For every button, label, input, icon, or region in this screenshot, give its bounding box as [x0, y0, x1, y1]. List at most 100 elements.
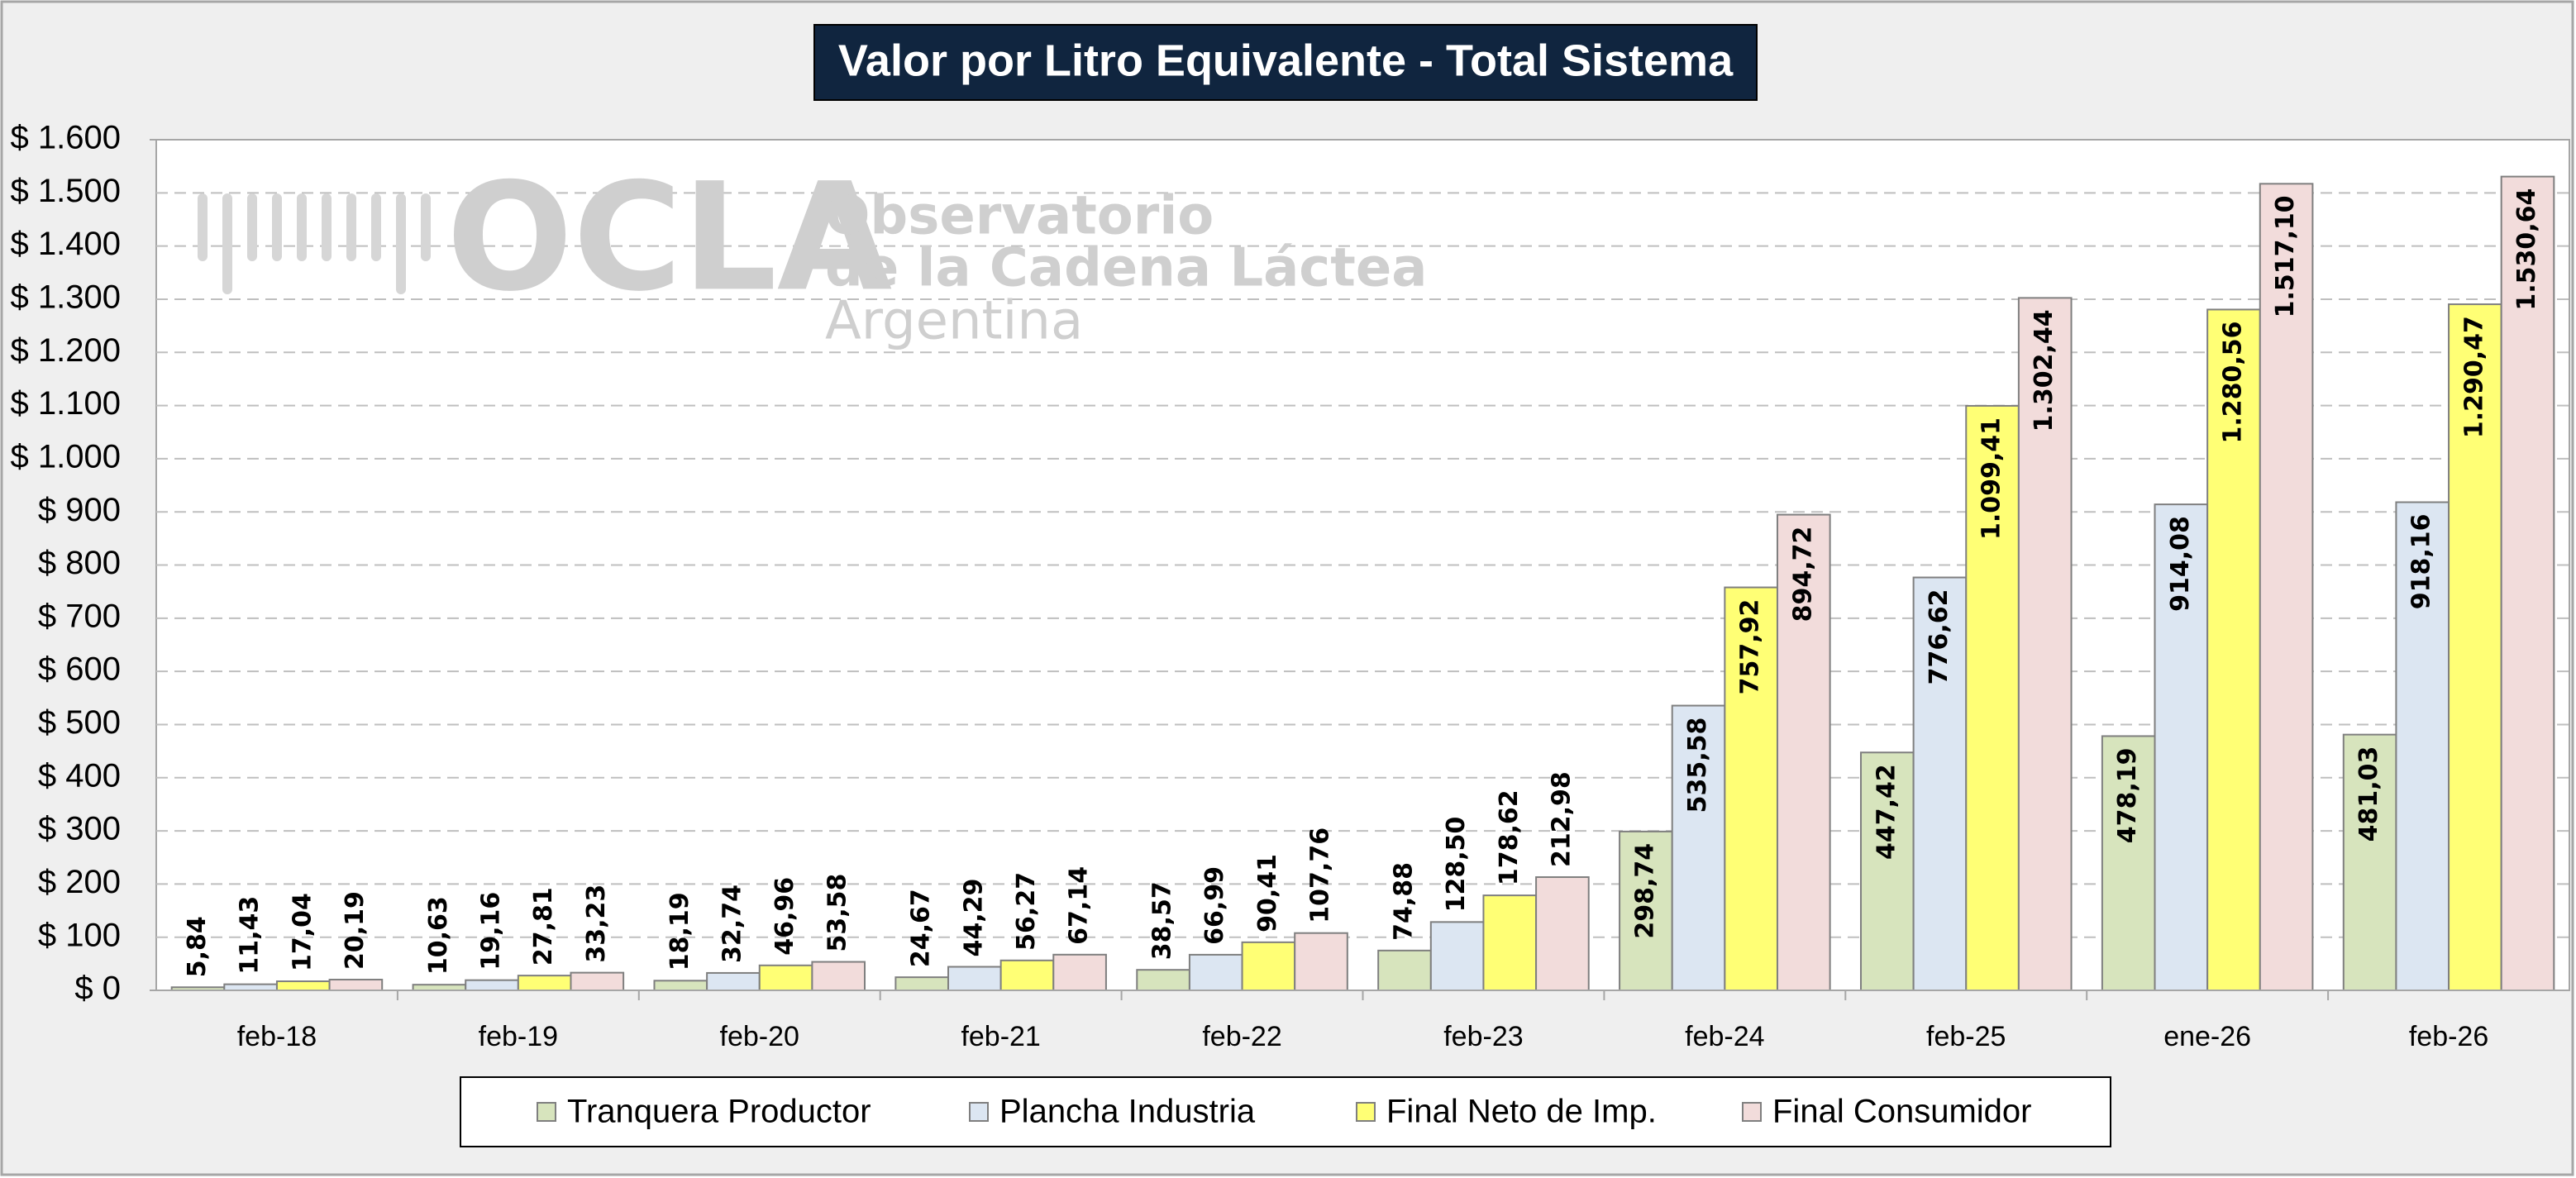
- bar: [2342, 733, 2397, 991]
- value-label: 212,98: [1547, 771, 1576, 867]
- value-label: 56,27: [1012, 872, 1041, 951]
- watermark-line: de la Cadena Láctea: [825, 238, 1427, 299]
- watermark-logo-mark: [198, 193, 431, 294]
- bar: [2448, 303, 2502, 991]
- legend-swatch: [1742, 1102, 1762, 1122]
- value-label: 46,96: [770, 877, 799, 956]
- value-label: 11,43: [236, 896, 265, 975]
- watermark-line: Argentina: [825, 291, 1083, 352]
- legend-label: Final Consumidor: [1772, 1094, 2031, 1130]
- bar: [1377, 949, 1432, 991]
- legend-label: Tranquera Productor: [567, 1094, 871, 1130]
- y-tick-label: $ 1.200: [11, 332, 121, 369]
- y-tick-label: $ 500: [38, 704, 121, 741]
- watermark-logo: OCLA: [446, 151, 892, 324]
- value-label: 107,76: [1306, 827, 1335, 923]
- y-tick-label: $ 1.600: [11, 120, 121, 156]
- value-label: 757,92: [1736, 599, 1765, 695]
- value-label: 5,84: [183, 916, 212, 977]
- watermark-line: Observatorio: [825, 186, 1214, 247]
- bar: [947, 966, 1002, 991]
- legend-label: Final Neto de Imp.: [1386, 1094, 1657, 1130]
- legend-box: [460, 1076, 2111, 1147]
- value-label: 20,19: [341, 891, 370, 970]
- x-tick-label: feb-19: [479, 1021, 558, 1052]
- value-label: 298,74: [1630, 843, 1659, 939]
- y-tick-label: $ 1.300: [11, 279, 121, 316]
- bar: [412, 984, 467, 991]
- bar: [1619, 830, 1673, 992]
- bar: [758, 964, 813, 991]
- value-label: 74,88: [1389, 862, 1418, 941]
- bar: [706, 971, 761, 992]
- value-label: 27,81: [529, 887, 558, 966]
- y-tick-label: $ 1.000: [11, 438, 121, 475]
- bar: [1188, 953, 1243, 992]
- x-tick-label: feb-26: [2409, 1021, 2488, 1052]
- value-label: 53,58: [823, 874, 852, 952]
- value-label: 1.290,47: [2459, 316, 2488, 438]
- value-label: 894,72: [1788, 527, 1817, 622]
- y-tick-label: $ 1.100: [11, 385, 121, 422]
- value-label: 918,16: [2407, 514, 2436, 610]
- bar: [894, 976, 950, 992]
- legend-label: Plancha Industria: [999, 1094, 1256, 1130]
- bar: [1052, 953, 1107, 991]
- y-tick-label: $ 1.500: [11, 173, 121, 209]
- value-label: 914,08: [2166, 516, 2195, 612]
- title-box: [813, 24, 1758, 101]
- value-label: 33,23: [582, 885, 611, 963]
- x-tick-label: feb-22: [1202, 1021, 1281, 1052]
- bar: [517, 975, 572, 992]
- value-label: 18,19: [665, 892, 694, 971]
- chart-title: Valor por Litro Equivalente - Total Sist…: [838, 36, 1734, 85]
- x-tick-label: feb-25: [1926, 1021, 2006, 1052]
- value-label: 38,57: [1148, 881, 1177, 960]
- x-tick-label: feb-23: [1443, 1021, 1523, 1052]
- bar: [2206, 308, 2261, 991]
- y-tick-label: $ 200: [38, 864, 121, 900]
- legend-swatch: [537, 1102, 556, 1122]
- y-tick-label: $ 600: [38, 651, 121, 688]
- value-label: 128,50: [1442, 817, 1471, 913]
- watermark: OCLA Observatorio de la Cadena Láctea Ar…: [198, 151, 1427, 352]
- value-label: 24,67: [907, 889, 936, 967]
- x-tick-label: feb-21: [961, 1021, 1040, 1052]
- value-label: 535,58: [1683, 718, 1712, 813]
- bar: [1535, 876, 1590, 991]
- value-label: 447,42: [1872, 764, 1901, 860]
- bar: [223, 983, 278, 991]
- value-label: 67,14: [1065, 866, 1094, 945]
- value-label: 478,19: [2113, 747, 2142, 843]
- bar: [1482, 894, 1538, 991]
- value-label: 1.302,44: [2030, 309, 2058, 432]
- bar: [275, 980, 331, 991]
- value-label: 1.280,56: [2218, 321, 2247, 443]
- value-label: 32,74: [718, 885, 747, 963]
- bar: [1724, 586, 1778, 991]
- bar: [1241, 941, 1296, 992]
- value-label: 90,41: [1253, 854, 1282, 932]
- bar: [1136, 969, 1190, 992]
- y-tick-label: $ 900: [38, 492, 121, 528]
- y-tick-label: $ 100: [38, 917, 121, 953]
- bar: [1776, 513, 1831, 991]
- bar: [2395, 501, 2450, 991]
- y-tick-label: $ 800: [38, 545, 121, 581]
- value-label: 66,99: [1200, 866, 1229, 945]
- legend-swatch: [969, 1102, 989, 1122]
- y-tick-label: $ 0: [74, 971, 121, 1007]
- bar: [570, 971, 625, 991]
- bar: [1912, 576, 1968, 991]
- x-tick-label: feb-20: [720, 1021, 799, 1052]
- x-tick-label: ene-26: [2163, 1021, 2251, 1052]
- bar: [465, 979, 519, 992]
- value-label: 17,04: [288, 893, 317, 971]
- value-label: 1.517,10: [2271, 195, 2300, 317]
- bar: [2017, 297, 2073, 991]
- value-label: 178,62: [1495, 789, 1524, 885]
- bar: [653, 980, 708, 991]
- value-label: 1.099,41: [1977, 417, 2006, 540]
